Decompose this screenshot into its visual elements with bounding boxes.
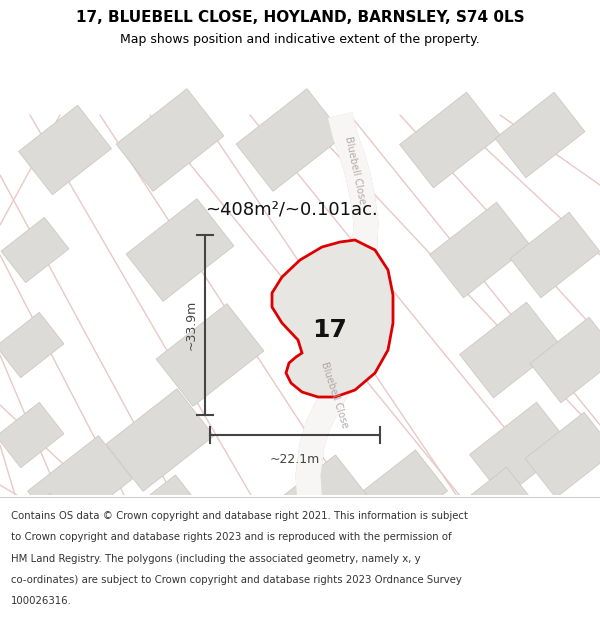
Text: ~408m²/~0.101ac.: ~408m²/~0.101ac.: [205, 201, 378, 219]
Polygon shape: [156, 304, 264, 406]
Polygon shape: [430, 202, 530, 298]
Polygon shape: [460, 302, 560, 398]
Text: 17, BLUEBELL CLOSE, HOYLAND, BARNSLEY, S74 0LS: 17, BLUEBELL CLOSE, HOYLAND, BARNSLEY, S…: [76, 9, 524, 24]
Polygon shape: [530, 318, 600, 402]
Polygon shape: [106, 389, 214, 491]
Polygon shape: [236, 89, 344, 191]
Polygon shape: [7, 493, 73, 557]
Text: co-ordinates) are subject to Crown copyright and database rights 2023 Ordnance S: co-ordinates) are subject to Crown copyr…: [11, 575, 461, 585]
Text: to Crown copyright and database rights 2023 and is reproduced with the permissio: to Crown copyright and database rights 2…: [11, 532, 451, 542]
Polygon shape: [272, 455, 368, 545]
Polygon shape: [440, 467, 541, 563]
Text: 17: 17: [313, 318, 347, 342]
Text: HM Land Registry. The polygons (including the associated geometry, namely x, y: HM Land Registry. The polygons (includin…: [11, 554, 421, 564]
Polygon shape: [272, 240, 393, 397]
Text: Contains OS data © Crown copyright and database right 2021. This information is : Contains OS data © Crown copyright and d…: [11, 511, 468, 521]
Polygon shape: [470, 402, 571, 498]
Polygon shape: [0, 402, 64, 468]
Polygon shape: [400, 92, 500, 188]
Polygon shape: [28, 436, 133, 534]
Polygon shape: [525, 412, 600, 498]
Polygon shape: [116, 89, 224, 191]
Polygon shape: [126, 199, 234, 301]
Polygon shape: [19, 105, 112, 195]
Polygon shape: [112, 475, 208, 565]
Polygon shape: [510, 213, 600, 298]
Polygon shape: [495, 92, 585, 178]
Text: Bluebell Close: Bluebell Close: [343, 135, 367, 205]
Text: Bluebell Close: Bluebell Close: [320, 361, 350, 429]
Text: ~22.1m: ~22.1m: [270, 453, 320, 466]
Polygon shape: [0, 312, 64, 378]
Text: ~33.9m: ~33.9m: [185, 300, 197, 350]
Text: 100026316.: 100026316.: [11, 596, 71, 606]
Polygon shape: [24, 521, 96, 589]
Text: Map shows position and indicative extent of the property.: Map shows position and indicative extent…: [120, 32, 480, 46]
Polygon shape: [1, 217, 69, 282]
Polygon shape: [352, 450, 448, 540]
